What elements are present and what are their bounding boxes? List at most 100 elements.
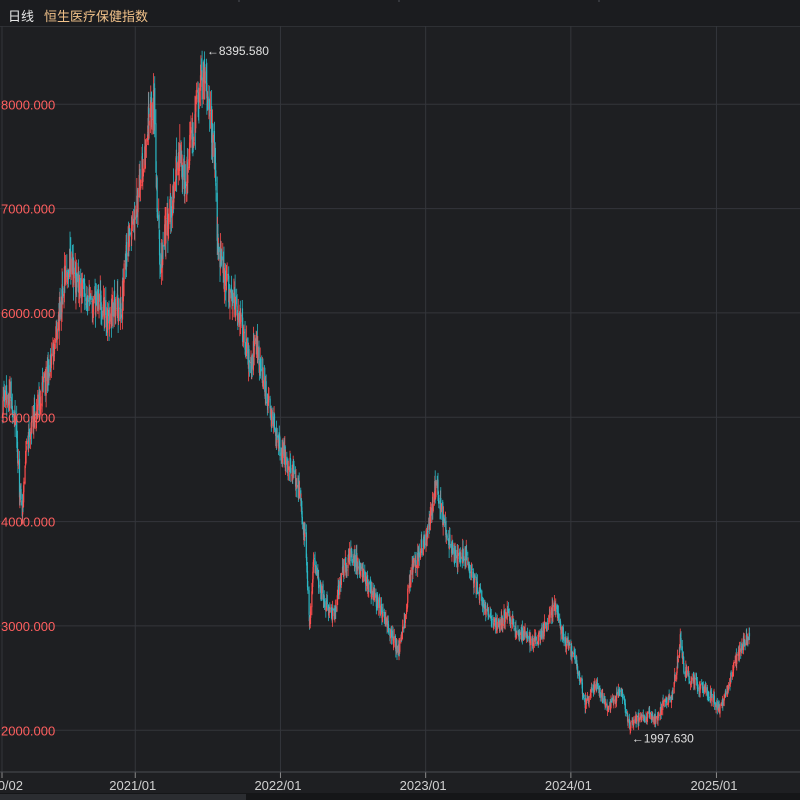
candle-body (621, 692, 624, 699)
candle-body (218, 246, 220, 253)
candle-body (190, 127, 192, 134)
candle-body (399, 640, 401, 652)
candle-body (202, 77, 204, 100)
candle-body (2, 396, 4, 415)
candle-body (234, 296, 237, 318)
candle-body (351, 561, 354, 563)
horizontal-scrollbar[interactable] (0, 793, 800, 800)
candle-body (237, 312, 239, 323)
candle-body (215, 183, 217, 191)
candle-body (647, 712, 649, 719)
candle-body (14, 417, 17, 425)
candle-body (176, 170, 178, 176)
candle-body (491, 618, 493, 621)
candle-body (608, 705, 610, 710)
candle-body (331, 607, 334, 620)
candle-body (672, 693, 674, 695)
candle-body (315, 565, 317, 576)
y-tick-label: 6000.000 (1, 306, 55, 321)
candle-body (674, 679, 677, 681)
candle-body (446, 535, 448, 538)
candle-body (148, 120, 150, 126)
candle-body (392, 630, 394, 644)
candle-body (727, 685, 729, 691)
candle-body (602, 695, 604, 704)
candle-body (387, 620, 389, 627)
candle-body (264, 390, 266, 397)
candle-body (688, 681, 691, 684)
y-tick-label: 4000.000 (1, 515, 55, 530)
candle-body (59, 300, 61, 318)
candle-body (113, 290, 116, 303)
candle-body (357, 566, 359, 569)
candle-body (705, 687, 707, 694)
candle-body (156, 177, 158, 213)
candle-body (232, 293, 234, 303)
candle-body (290, 474, 292, 476)
candle-body (521, 627, 523, 641)
candle-body (11, 406, 13, 411)
candle-body (609, 701, 611, 711)
candle-body (198, 88, 200, 103)
candle-body (138, 174, 140, 198)
candle-body (370, 586, 372, 597)
scrollbar-thumb[interactable] (0, 794, 246, 800)
candle-body (102, 310, 104, 318)
period-label[interactable]: 日线 (8, 9, 35, 24)
candle-body (410, 569, 412, 585)
candle-body (744, 644, 746, 647)
candle-body (111, 299, 114, 301)
candle-body (546, 623, 548, 625)
candle-body (454, 549, 457, 556)
candle-body (336, 599, 338, 612)
candle-body (596, 683, 599, 687)
candle-body (365, 576, 367, 586)
candle-body (642, 714, 644, 718)
candle-body (470, 571, 473, 577)
candle-body (401, 634, 403, 640)
candle-body (70, 259, 72, 275)
candle-body (666, 704, 668, 706)
candle-body (229, 290, 231, 308)
candle-body (747, 636, 749, 641)
candle-body (482, 599, 484, 608)
candle-body (23, 481, 25, 493)
candle-body (367, 588, 369, 590)
candle-body (443, 518, 445, 523)
candle-body (9, 381, 11, 402)
candle-body (61, 284, 63, 313)
candle-body (332, 609, 334, 611)
candle-body (477, 590, 479, 594)
candle-body (676, 672, 678, 680)
candle-body (94, 294, 96, 300)
candle-body (95, 291, 97, 306)
candle-body (421, 549, 423, 554)
candle-body (505, 611, 507, 619)
candle-body (474, 575, 476, 579)
candle-body (502, 623, 504, 626)
candle-body (407, 588, 409, 603)
candle-body (224, 270, 227, 286)
candle-body (247, 337, 249, 360)
candle-body (143, 170, 145, 172)
candle-body (374, 592, 376, 598)
candle-body (457, 553, 459, 557)
candle-body (585, 699, 587, 705)
candle-body (351, 548, 353, 553)
candle-body (31, 416, 33, 419)
candle-body (584, 697, 586, 702)
candle-body (126, 258, 128, 260)
candle-body (140, 184, 142, 189)
candle-body (244, 328, 246, 350)
candle-body (507, 608, 510, 614)
candle-body (18, 458, 21, 498)
candle-body (706, 687, 708, 696)
candle-body (544, 621, 546, 626)
candle-body (139, 168, 141, 189)
extreme-annotation: ←8395.580 (207, 44, 269, 58)
candle-body (195, 98, 197, 129)
candle-body (645, 717, 648, 721)
candle-body (577, 666, 579, 672)
candle-body (98, 304, 100, 311)
